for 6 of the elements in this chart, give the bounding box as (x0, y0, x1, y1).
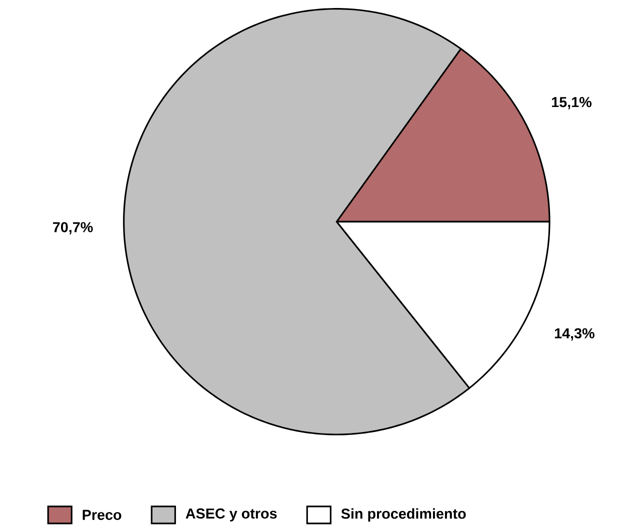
data-label: 15,1% (552, 97, 592, 110)
legend-label: Preco (82, 510, 122, 520)
data-label: 70,7% (53, 222, 93, 235)
legend-label: Sin procedimiento (341, 508, 466, 522)
legend-label: ASEC y otros (186, 508, 277, 522)
data-label: 14,3% (554, 328, 594, 341)
